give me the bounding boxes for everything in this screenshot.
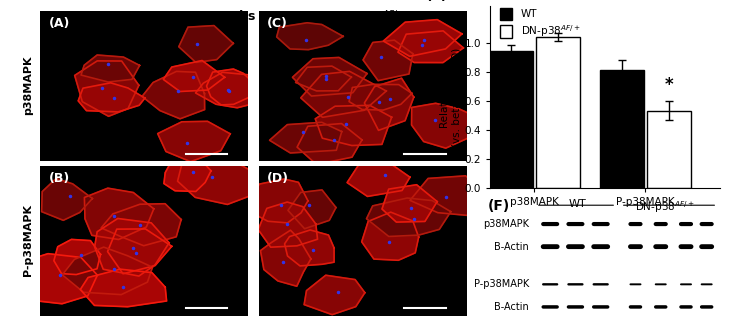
Polygon shape [62, 247, 152, 295]
Polygon shape [42, 179, 93, 220]
Polygon shape [101, 204, 182, 246]
Polygon shape [362, 212, 418, 260]
Text: WT: WT [569, 199, 586, 209]
Polygon shape [288, 190, 336, 229]
Text: *: * [665, 76, 674, 94]
Y-axis label: Relative OD
(vs. beta-Actin OD): Relative OD (vs. beta-Actin OD) [440, 48, 461, 147]
Text: (F): (F) [488, 199, 510, 213]
Bar [536, 37, 580, 188]
Bar [488, 51, 533, 188]
Text: (C): (C) [267, 17, 288, 30]
Polygon shape [195, 72, 281, 108]
Polygon shape [178, 160, 262, 204]
Polygon shape [95, 218, 169, 276]
Text: P-p38MAPK: P-p38MAPK [23, 204, 33, 276]
Bar [599, 70, 644, 188]
Polygon shape [295, 66, 351, 91]
Polygon shape [163, 61, 225, 91]
Polygon shape [108, 229, 172, 274]
Bar [647, 110, 691, 188]
Text: (E): (E) [426, 0, 448, 2]
Polygon shape [301, 71, 386, 117]
Text: 2-months: 2-months [189, 10, 256, 23]
Polygon shape [292, 57, 367, 96]
Polygon shape [258, 202, 318, 247]
Text: DN-p38$^{AF/+}$: DN-p38$^{AF/+}$ [634, 199, 694, 215]
Polygon shape [412, 103, 475, 148]
Text: (B): (B) [48, 172, 70, 185]
Polygon shape [277, 23, 343, 50]
Polygon shape [206, 69, 255, 105]
Polygon shape [260, 230, 311, 286]
Polygon shape [78, 83, 145, 112]
Polygon shape [297, 124, 362, 165]
Polygon shape [367, 198, 451, 236]
Polygon shape [363, 40, 413, 80]
Polygon shape [179, 26, 233, 62]
Polygon shape [315, 105, 391, 146]
Polygon shape [304, 275, 364, 315]
Text: P-p38MAPK: P-p38MAPK [474, 279, 529, 289]
Polygon shape [11, 254, 98, 304]
Polygon shape [270, 122, 342, 153]
Text: p38MAPK: p38MAPK [23, 56, 33, 115]
Text: WT: WT [73, 10, 95, 23]
Polygon shape [80, 269, 166, 307]
Polygon shape [398, 31, 464, 62]
Polygon shape [252, 179, 308, 223]
Polygon shape [157, 121, 230, 162]
Polygon shape [284, 230, 334, 266]
Text: p38MAPK: p38MAPK [483, 219, 529, 229]
Text: (A): (A) [48, 17, 70, 30]
Polygon shape [383, 20, 462, 56]
Polygon shape [382, 185, 437, 222]
Text: (D): (D) [267, 172, 289, 185]
Polygon shape [349, 84, 412, 110]
Polygon shape [74, 61, 139, 116]
Legend: WT, DN-p38$^{AF/+}$: WT, DN-p38$^{AF/+}$ [499, 8, 580, 39]
Polygon shape [81, 55, 139, 82]
Text: B-Actin: B-Actin [494, 242, 529, 252]
Polygon shape [164, 156, 211, 192]
Polygon shape [54, 240, 101, 275]
Text: B-Actin: B-Actin [494, 302, 529, 312]
Polygon shape [347, 164, 410, 196]
Text: DN-p38$^{AF/+}$: DN-p38$^{AF/+}$ [330, 10, 406, 29]
Polygon shape [364, 78, 414, 130]
Polygon shape [85, 188, 154, 240]
Polygon shape [142, 71, 205, 119]
Polygon shape [410, 176, 486, 216]
